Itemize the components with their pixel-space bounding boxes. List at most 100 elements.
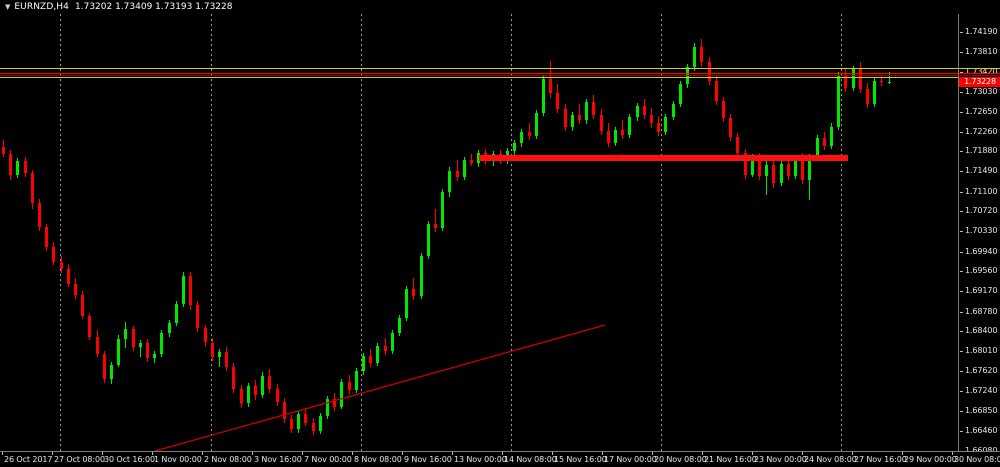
candle-body bbox=[758, 157, 761, 177]
price-tick-mark bbox=[960, 151, 963, 153]
candle-body bbox=[664, 117, 667, 132]
time-axis-label: 26 Oct 2017 bbox=[4, 455, 53, 464]
candle-body bbox=[844, 74, 847, 89]
price-axis-label: 1.71100 bbox=[965, 186, 998, 196]
candle-body bbox=[600, 115, 603, 131]
axis-level-marker-red-upper bbox=[959, 73, 1000, 75]
price-axis[interactable]: 1.74190 1.73810 1.73420 1.73030 1.72650 1.722… bbox=[958, 0, 1000, 455]
candle-body bbox=[290, 418, 293, 430]
candle-body bbox=[340, 381, 343, 407]
price-axis-label: 1.73810 bbox=[965, 46, 998, 56]
candle-body bbox=[456, 170, 459, 178]
candle-body bbox=[384, 345, 387, 351]
candle-body bbox=[268, 375, 271, 389]
yellow-resistance-upper-line[interactable] bbox=[0, 67, 958, 69]
price-tick-mark bbox=[960, 111, 963, 113]
candle-body bbox=[283, 402, 286, 419]
candle-body bbox=[837, 74, 840, 127]
candle-body bbox=[117, 339, 120, 366]
chevron-down-icon[interactable]: ▼ bbox=[5, 3, 11, 11]
price-axis-tick: 1.66460 bbox=[959, 426, 1000, 435]
candle-body bbox=[614, 129, 617, 144]
gridline-vertical bbox=[211, 14, 212, 451]
price-axis-tick: 1.67620 bbox=[959, 366, 1000, 375]
candle-body bbox=[542, 79, 545, 114]
price-axis-tick: 1.68010 bbox=[959, 346, 1000, 355]
price-tick-mark bbox=[960, 51, 963, 53]
candle-body bbox=[96, 336, 99, 354]
time-axis-label: 23 Nov 00:00 bbox=[754, 455, 807, 464]
price-axis-tick: 1.67240 bbox=[959, 386, 1000, 395]
time-axis-label: 27 Oct 08:00 bbox=[54, 455, 105, 464]
price-tick-mark bbox=[960, 291, 963, 293]
candle-body bbox=[196, 305, 199, 329]
candle-body bbox=[81, 294, 84, 316]
candle-body bbox=[2, 147, 5, 154]
candle-body bbox=[556, 93, 559, 109]
price-tick-mark bbox=[960, 371, 963, 373]
time-tick-mark bbox=[852, 452, 853, 455]
candle-body bbox=[571, 115, 574, 127]
price-axis-label: 1.66080 bbox=[965, 446, 997, 455]
candle-body bbox=[470, 159, 473, 163]
candle-body bbox=[211, 342, 214, 357]
price-axis-tick: 1.74190 bbox=[959, 27, 1000, 36]
candle-body bbox=[67, 269, 70, 284]
candle-body bbox=[808, 157, 811, 181]
time-axis-label: 30 Oct 16:00 bbox=[104, 455, 155, 464]
candle-body bbox=[297, 413, 300, 430]
price-tick-mark bbox=[960, 431, 963, 433]
time-tick-mark bbox=[502, 452, 503, 455]
time-axis[interactable]: 26 Oct 2017 27 Oct 08:00 30 Oct 16:00 1 Nov… bbox=[0, 451, 1000, 467]
candle-body bbox=[355, 371, 358, 391]
candle-body bbox=[168, 322, 171, 334]
candle-body bbox=[31, 173, 34, 203]
price-axis-tick: 1.68780 bbox=[959, 307, 1000, 316]
time-axis-label: 7 Nov 00:00 bbox=[304, 455, 352, 464]
symbol-timeframe-label: EURNZD,H4 bbox=[14, 2, 70, 12]
candle-body bbox=[823, 137, 826, 147]
candle-body bbox=[175, 304, 178, 323]
candle-body bbox=[132, 329, 135, 347]
candle-body bbox=[398, 317, 401, 334]
price-tick-mark bbox=[960, 271, 963, 273]
support-zone-band[interactable] bbox=[479, 154, 848, 161]
price-axis-label: 1.71490 bbox=[965, 166, 998, 176]
candle-body bbox=[780, 163, 783, 184]
candle-body bbox=[333, 399, 336, 407]
candle-body bbox=[657, 123, 660, 132]
candle-body bbox=[312, 423, 315, 432]
candle-body bbox=[60, 261, 63, 270]
time-tick-mark bbox=[802, 452, 803, 455]
price-axis-label: 1.70720 bbox=[965, 206, 998, 216]
candle-body bbox=[247, 385, 250, 404]
time-tick-mark bbox=[952, 452, 953, 455]
price-axis-tick: 1.66850 bbox=[959, 406, 1000, 415]
time-tick-mark bbox=[402, 452, 403, 455]
price-axis-label: 1.73030 bbox=[965, 86, 998, 96]
candle-body bbox=[535, 113, 538, 136]
price-axis-tick: 1.71100 bbox=[959, 187, 1000, 196]
price-axis-label: 1.68780 bbox=[965, 306, 998, 316]
time-tick-mark bbox=[552, 452, 553, 455]
red-resistance-upper-line[interactable] bbox=[0, 73, 958, 75]
price-tick-mark bbox=[960, 351, 963, 353]
candle-body bbox=[103, 353, 106, 380]
price-axis-label: 1.66460 bbox=[965, 426, 998, 436]
time-axis-label: 3 Nov 16:00 bbox=[254, 455, 302, 464]
price-tick-mark bbox=[960, 32, 963, 33]
ascending-trendline[interactable] bbox=[0, 14, 958, 451]
time-tick-mark bbox=[202, 452, 203, 455]
chart-plot-area[interactable] bbox=[0, 14, 958, 451]
time-tick-mark bbox=[2, 452, 3, 455]
time-tick-mark bbox=[902, 452, 903, 455]
candle-wick bbox=[140, 339, 141, 357]
red-resistance-lower-line[interactable] bbox=[0, 74, 958, 76]
yellow-resistance-lower-line[interactable] bbox=[0, 76, 958, 78]
candle-body bbox=[16, 160, 19, 176]
candle-body bbox=[873, 81, 876, 104]
candle-body bbox=[182, 276, 185, 305]
candle-body bbox=[74, 283, 77, 295]
time-tick-mark bbox=[352, 452, 353, 455]
time-tick-mark bbox=[302, 452, 303, 455]
